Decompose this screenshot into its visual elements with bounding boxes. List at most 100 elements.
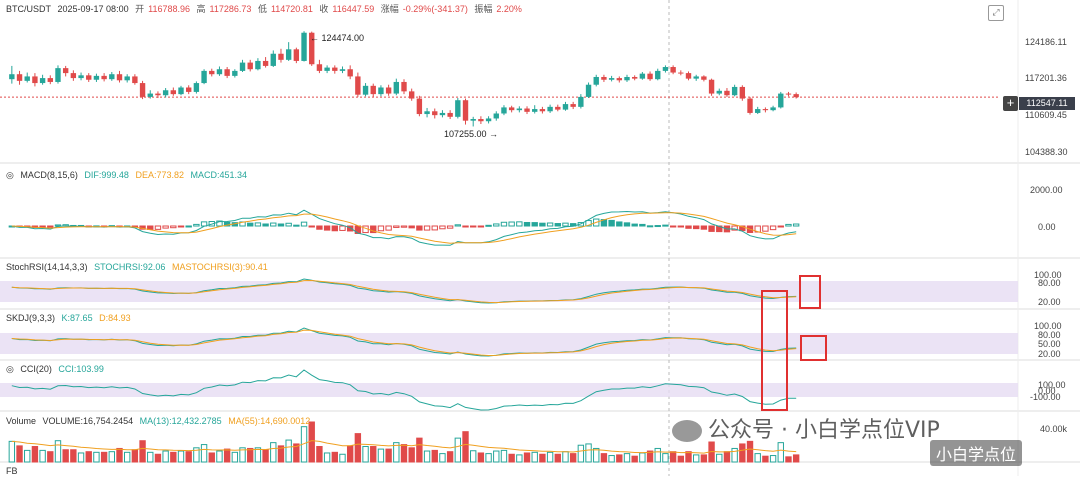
volume-bar xyxy=(523,452,531,463)
macd-dif-line xyxy=(11,209,797,246)
volume-bar xyxy=(746,440,754,463)
macd-histogram-bar xyxy=(646,225,654,228)
candle-body xyxy=(339,69,346,71)
volume-bar xyxy=(585,443,592,463)
volume-bar xyxy=(62,449,69,463)
volume-header: Volume VOLUME:16,754.2454 MA(13):12,432.… xyxy=(6,416,314,427)
low-label: 低 xyxy=(257,4,267,14)
volume-bar xyxy=(262,449,269,463)
volume-bar xyxy=(377,448,385,463)
candle-body xyxy=(155,93,161,96)
candle-body xyxy=(32,76,38,84)
skdj-d-line xyxy=(11,329,797,357)
volume-bar xyxy=(516,454,523,463)
candle-body xyxy=(255,60,261,70)
volume-bar xyxy=(562,451,569,463)
volume-bar xyxy=(470,450,477,463)
volume-bar xyxy=(400,444,408,463)
cci-header: ◎ CCI(20) CCI:103.99 xyxy=(6,364,108,375)
high-label: 高 xyxy=(196,4,206,14)
watermark-text: 公众号 · 小白学点位VIP xyxy=(708,418,940,443)
volume-bar xyxy=(200,444,208,463)
candle-body xyxy=(416,98,423,115)
candle-body xyxy=(547,106,553,112)
volume-bar xyxy=(792,454,800,463)
macd-histogram-bar xyxy=(400,225,408,228)
candle-body xyxy=(24,76,30,81)
volume-bar xyxy=(485,453,492,463)
volume-ma13: MA(13):12,432.2785 xyxy=(139,416,222,426)
volume-bar xyxy=(370,446,377,463)
candle-body xyxy=(262,60,269,66)
change-label: 涨幅 xyxy=(380,4,399,14)
vol-tick-0: 40.00k xyxy=(1040,424,1068,434)
volume-bar xyxy=(362,446,369,463)
candle-body xyxy=(562,104,569,110)
macd-histogram-bar xyxy=(554,223,561,227)
close-value: 116447.59 xyxy=(332,4,375,14)
stochrsi-d-line xyxy=(11,279,797,304)
macd-histogram-bar xyxy=(662,224,669,227)
candle-body xyxy=(785,93,792,95)
candle-body xyxy=(9,74,15,80)
macd-histogram-bar xyxy=(700,225,708,230)
candle-body xyxy=(593,76,599,85)
eye-icon-cci[interactable]: ◎ xyxy=(6,364,14,374)
volume-bar xyxy=(477,452,485,463)
macd-histogram-bar xyxy=(385,225,392,231)
macd-histogram-bar xyxy=(393,225,400,228)
stochrsi-label: StochRSI(14,14,3,3) xyxy=(6,262,88,272)
cci-tick-0: 100.00 xyxy=(1038,380,1066,390)
stoch-tick-1: 80.00 xyxy=(1038,278,1061,288)
volume-bar xyxy=(785,456,792,463)
cci-label: CCI(20) xyxy=(20,364,52,374)
candle-body xyxy=(124,76,130,81)
macd-histogram-bar xyxy=(631,223,638,227)
volume-bar xyxy=(569,453,577,463)
candle-body xyxy=(555,106,561,110)
volume-bar xyxy=(223,448,231,463)
symbol: BTC/USDT xyxy=(6,4,51,14)
volume-bar xyxy=(116,447,123,463)
macd-histogram-bar xyxy=(162,225,169,229)
candle-body xyxy=(608,78,615,80)
volume-bar xyxy=(385,448,392,463)
macd-histogram-bar xyxy=(285,222,292,227)
volume-bar xyxy=(623,453,631,463)
candle-body xyxy=(508,107,515,111)
candle-body xyxy=(55,68,61,82)
eye-icon[interactable]: ◎ xyxy=(6,170,14,180)
skdj-tick-2: 50.00 xyxy=(1038,339,1061,349)
wechat-icon xyxy=(672,420,702,442)
candle-body xyxy=(147,93,153,97)
candle-body xyxy=(209,70,215,75)
macd-histogram-bar xyxy=(316,225,323,230)
candle-body xyxy=(493,113,499,119)
volume-bar xyxy=(331,451,338,463)
candle-body xyxy=(501,107,507,114)
volume-bar xyxy=(531,451,538,463)
expand-icon[interactable]: ⤢ xyxy=(988,5,1004,21)
macd-histogram-bar xyxy=(785,223,792,227)
high-annotation: ← 124474.00 xyxy=(310,33,365,43)
volume-bar xyxy=(131,449,139,463)
add-alert-button[interactable]: + xyxy=(1003,96,1018,111)
volume-bar xyxy=(669,451,677,463)
highlight-box-divergence xyxy=(761,290,788,411)
macd-histogram-bar xyxy=(308,225,315,228)
macd-label: MACD(8,15,6) xyxy=(20,170,78,180)
low-annotation-value: 107255.00 xyxy=(444,129,487,139)
cci-tick-1: 0.00 xyxy=(1038,386,1056,396)
skdj-tick-0: 100.00 xyxy=(1034,321,1062,331)
candle-body xyxy=(570,104,576,107)
macd-histogram-bar xyxy=(454,224,462,227)
date: 2025-09-17 08:00 xyxy=(57,4,129,14)
macd-histogram-bar xyxy=(216,220,223,227)
macd-histogram-bar xyxy=(462,225,469,228)
macd-histogram-bar xyxy=(769,225,777,231)
volume-bar xyxy=(693,454,700,463)
volume-bar xyxy=(723,451,731,463)
macd-histogram-bar xyxy=(185,225,192,228)
candle-body xyxy=(762,109,769,111)
candle-body xyxy=(778,93,784,108)
